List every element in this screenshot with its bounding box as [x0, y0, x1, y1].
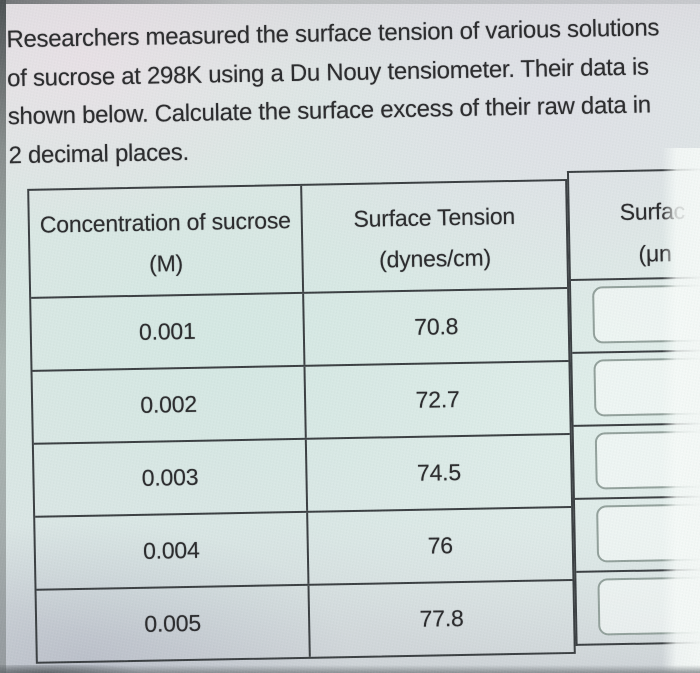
concentration-value: 0.005 — [36, 585, 311, 662]
screen-glare — [662, 148, 700, 673]
table-row: 0.001 70.8 — [31, 287, 569, 370]
table-row: 0.003 74.5 — [33, 432, 572, 516]
table-row: 0.005 77.8 — [36, 578, 574, 662]
table-header-row: Concentration of sucrose (M) Surface Ten… — [29, 181, 567, 297]
header-cell-concentration: Concentration of sucrose (M) — [29, 185, 305, 297]
column-unit: (M) — [148, 250, 184, 277]
table-row: 0.004 76 — [35, 505, 573, 589]
column-unit: (dynes/cm) — [378, 244, 492, 273]
photo-edge-bottom — [0, 665, 700, 673]
concentration-value: 0.004 — [35, 512, 310, 589]
photo-edge-left — [0, 0, 6, 673]
surface-tension-value: 72.7 — [415, 386, 460, 413]
surface-tension-value: 74.5 — [416, 458, 462, 486]
concentration-value: 0.002 — [32, 366, 307, 443]
photo-edge-top — [0, 0, 700, 4]
concentration-value: 0.001 — [31, 293, 306, 370]
surface-tension-value: 70.8 — [414, 313, 459, 340]
surface-tension-value: 76 — [427, 532, 454, 559]
problem-text: Researchers measured the surface tension… — [6, 9, 661, 175]
data-table: Concentration of sucrose (M) Surface Ten… — [27, 178, 576, 664]
table-row: 0.002 72.7 — [32, 360, 570, 443]
surface-tension-value: 77.8 — [419, 604, 464, 632]
concentration-value: 0.003 — [33, 439, 309, 516]
header-cell-surface-tension: Surface Tension (dynes/cm) — [302, 181, 567, 292]
column-title: Concentration of sucrose — [39, 207, 291, 238]
column-title: Surface Tension — [353, 202, 516, 232]
